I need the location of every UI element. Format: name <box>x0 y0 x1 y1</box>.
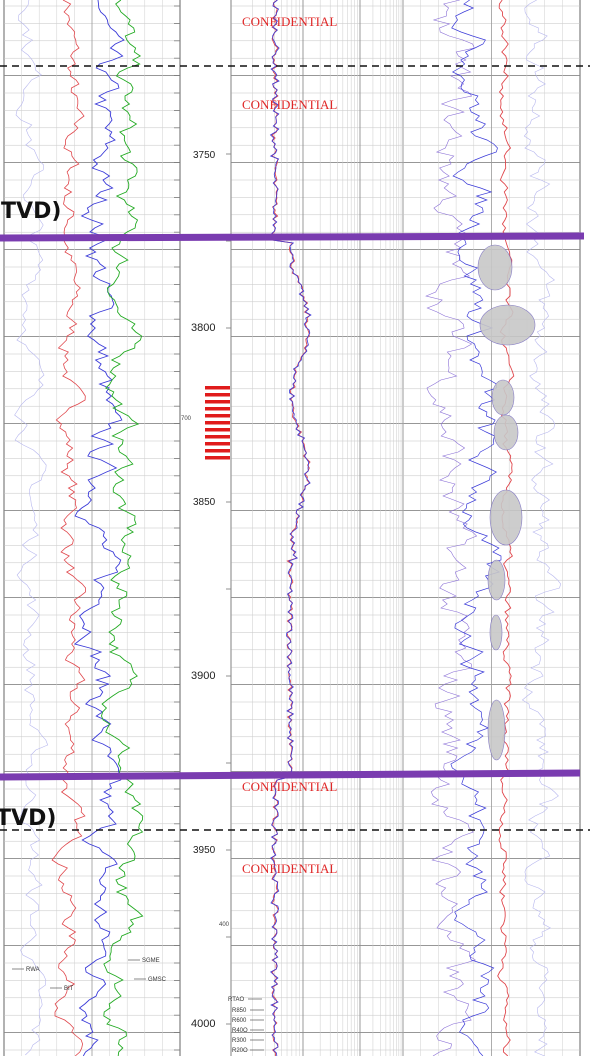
perforation-stripe <box>205 393 230 397</box>
rtao-label: RTAO <box>228 997 244 1003</box>
formation-boundary-top <box>0 232 585 242</box>
log-grid <box>3 0 581 1056</box>
tvd-label-top: (TVD) <box>0 199 61 224</box>
perforation-stripe <box>205 400 230 404</box>
track3-light-curve <box>521 0 562 1056</box>
depth-label-3900: 3900 <box>191 670 215 682</box>
crossover-fill <box>487 699 506 761</box>
depth-track: 3750 3800 3850 3900 3950 4000 700 400 <box>181 150 230 1030</box>
track1-curve-labels: RWA BIT SGME GMSC <box>12 958 167 992</box>
perforation-stripe <box>205 428 230 432</box>
crossover-fill <box>479 304 536 346</box>
track1-green-curve <box>101 0 144 1056</box>
bit-label: BIT <box>64 986 74 992</box>
depth-label-3800: 3800 <box>191 322 215 334</box>
perforation-stripe <box>205 421 230 425</box>
depth-label-backing <box>190 670 217 682</box>
depth-label-backing <box>192 845 217 856</box>
perforation-stripe <box>205 414 230 418</box>
track1-blue-curve <box>73 0 125 1056</box>
track1-red-curve <box>51 0 87 1056</box>
depth-small-label-700: 700 <box>181 416 192 422</box>
sgme-label: SGME <box>142 958 160 964</box>
track1-light-curve <box>14 0 49 1056</box>
perforation-interval-marker <box>205 386 230 460</box>
crossover-fill <box>489 614 503 651</box>
perforation-stripe <box>205 386 230 390</box>
crossover-fill <box>493 414 519 451</box>
depth-label-3850: 3850 <box>193 497 216 508</box>
track2-curve-labels: RTAO R850 R600 R40O R300 R20O <box>228 997 264 1054</box>
tvd-label-bottom: (TVD) <box>0 806 56 831</box>
crossover-fill <box>477 244 513 291</box>
crossover-fill <box>487 559 506 601</box>
perforation-stripe <box>205 435 230 439</box>
depth-label-3750: 3750 <box>193 150 216 161</box>
depth-small-label-400: 400 <box>219 922 230 928</box>
log-curves <box>14 0 562 1056</box>
depth-label-backing <box>190 322 217 334</box>
track3-blue-curve <box>450 0 502 1056</box>
crossover-fill <box>489 489 523 546</box>
rwa-label: RWA <box>26 967 40 973</box>
depth-label-backing <box>190 1018 217 1030</box>
perforation-stripe <box>205 456 230 460</box>
track2-blue-resistivity-curve <box>269 0 312 1056</box>
perforation-stripe <box>205 442 230 446</box>
confidential-stamp: CONFIDENTIAL <box>242 14 337 29</box>
perforation-stripe <box>205 449 230 453</box>
perforation-stripe <box>205 407 230 411</box>
r200-label: R20O <box>232 1048 248 1054</box>
depth-label-backing <box>192 497 217 508</box>
r850-label: R850 <box>232 1008 247 1014</box>
confidential-stamp: CONFIDENTIAL <box>242 779 337 794</box>
depth-label-4000: 4000 <box>191 1018 215 1030</box>
crossover-fill <box>491 379 515 416</box>
formation-boundary-bottom <box>0 769 581 781</box>
depth-label-3950: 3950 <box>193 845 216 856</box>
confidential-stamp: CONFIDENTIAL <box>242 861 337 876</box>
depth-label-backing <box>192 150 217 161</box>
r400-label: R40O <box>232 1028 248 1034</box>
gmsc-label: GMSC <box>148 977 167 983</box>
track3-violet-curve <box>425 0 478 1056</box>
r600-label: R600 <box>232 1018 247 1024</box>
confidential-stamp: CONFIDENTIAL <box>242 97 337 112</box>
r300-label: R300 <box>232 1038 247 1044</box>
